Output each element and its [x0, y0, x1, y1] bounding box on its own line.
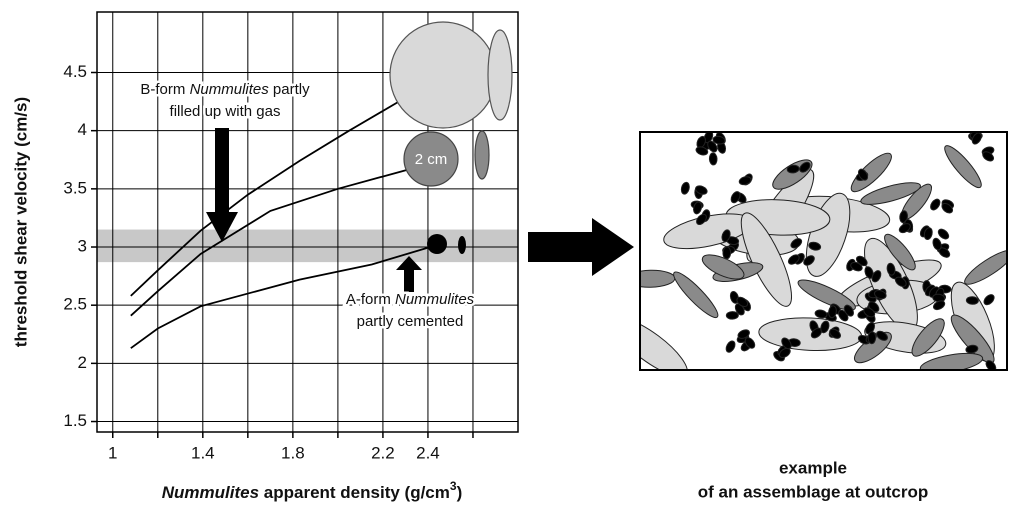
b-form-specimen	[390, 22, 496, 128]
b-form-side	[488, 30, 512, 120]
x-tick-label: 1	[108, 443, 117, 462]
y-tick-label: 2.5	[63, 295, 87, 314]
annotation-part: B-form	[140, 81, 189, 98]
annotation: filled up with gas	[170, 103, 281, 120]
grain	[724, 340, 736, 354]
grain	[726, 311, 738, 319]
figure: 1.5 2 2.5 3 3.5 4 4.5 1 1.4 1.8 2.2 2.4 2 cm B-form…	[0, 0, 1012, 513]
grain	[680, 181, 690, 194]
y-axis-title: threshold shear velocity (cm/s)	[11, 97, 30, 347]
grain	[758, 316, 862, 353]
grain	[936, 227, 950, 241]
caption: example	[779, 458, 847, 477]
y-tick-label: 1.5	[63, 411, 87, 430]
y-tick-label: 3	[78, 236, 87, 255]
annotation-part: Nummulites	[190, 81, 270, 98]
grain	[814, 309, 827, 319]
x-axis-title-part: )	[457, 483, 463, 502]
grain	[626, 270, 675, 288]
y-tick-label: 4	[78, 120, 87, 139]
grain	[919, 350, 984, 377]
grain	[723, 247, 731, 259]
y-tick-label: 3.5	[63, 178, 87, 197]
annotation: B-form Nummulites partly	[140, 81, 310, 98]
grain	[738, 176, 752, 186]
x-tick-label: 1.8	[281, 443, 305, 462]
annotation-part: Nummulites	[395, 291, 475, 308]
annotation-part: A-form	[346, 291, 395, 308]
x-tick-label: 1.4	[191, 443, 215, 462]
x-axis-title: Nummulites apparent density (g/cm3)	[162, 479, 462, 502]
y-tick-label: 2	[78, 353, 87, 372]
grain	[940, 142, 986, 192]
a-form-side	[458, 236, 466, 254]
mid-side	[475, 131, 489, 179]
scale-label: 2 cm	[415, 151, 448, 168]
grain	[868, 332, 876, 344]
a-form-specimen	[427, 234, 447, 254]
annotation: partly cemented	[357, 313, 464, 330]
y-tick-label: 4.5	[63, 62, 87, 81]
big-arrow	[528, 218, 634, 276]
x-axis-title-part: apparent density (g/cm	[259, 483, 450, 502]
x-tick-label: 2.2	[371, 443, 395, 462]
grain	[605, 309, 694, 386]
grain	[929, 197, 942, 211]
grain	[961, 245, 1012, 289]
highlight-band	[97, 230, 518, 263]
outcrop-fill	[605, 130, 1012, 386]
x-axis-title-part: Nummulites	[162, 483, 259, 502]
annotation: A-form Nummulites	[346, 291, 475, 308]
grain	[709, 153, 717, 165]
caption: of an assemblage at outcrop	[698, 482, 929, 501]
grain	[966, 296, 978, 304]
annotation-part: filled up with gas	[170, 103, 281, 120]
annotation-part: partly	[269, 81, 310, 98]
x-tick-label: 2.4	[416, 443, 440, 462]
grain	[982, 293, 996, 307]
annotation-part: partly cemented	[357, 313, 464, 330]
